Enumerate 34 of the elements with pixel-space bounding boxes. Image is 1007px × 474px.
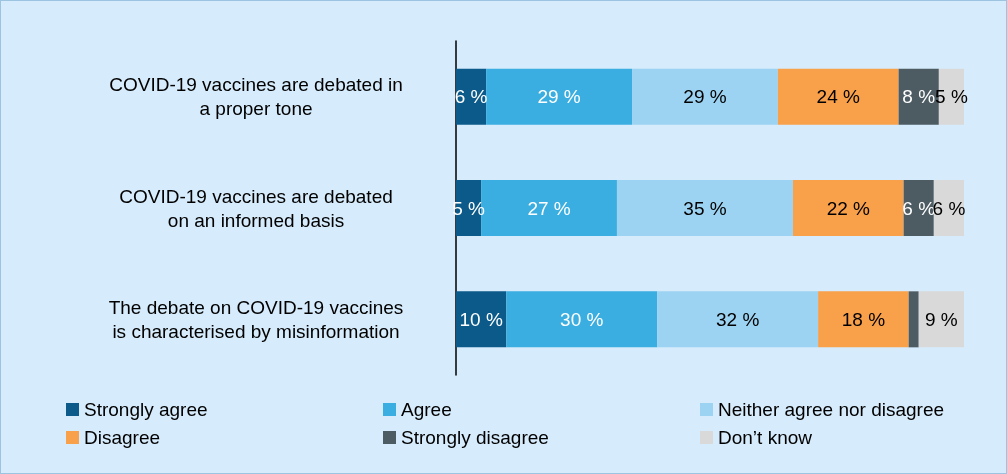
data-label: 24 %: [816, 86, 861, 108]
y-tick-label: COVID-19 vaccines are debated in a proper tone: [109, 74, 403, 120]
data-label: 29 %: [537, 86, 581, 108]
data-label: 30 %: [560, 308, 604, 330]
data-label: 6 %: [932, 197, 966, 219]
data-label: 18 %: [841, 308, 886, 330]
legend-label: Strongly disagree: [401, 427, 549, 448]
legend-label: Disagree: [84, 427, 161, 448]
y-tick-label: The debate on COVID-19 vaccines is characterised by misinformation: [108, 296, 404, 342]
data-label: 27 %: [527, 197, 571, 219]
bar: [818, 291, 909, 348]
bar: [657, 291, 819, 348]
data-label: 32 %: [716, 308, 760, 330]
data-label: 22 %: [826, 197, 871, 219]
data-label: 6 %: [454, 86, 488, 108]
bar: [918, 291, 964, 348]
data-label: 9 %: [924, 308, 958, 330]
bar: [792, 180, 904, 236]
data-label: 8 %: [902, 86, 936, 108]
bar: [616, 180, 793, 236]
data-label: 35 %: [683, 197, 727, 219]
bar: [777, 68, 899, 125]
bar: [632, 68, 778, 125]
legend-label: Neither agree nor disagree: [718, 399, 945, 420]
legend-label: Agree: [401, 399, 452, 420]
y-tick-label: COVID-19 vaccines are debated on an informed basis: [119, 185, 393, 231]
legend-label: Strongly agree: [84, 399, 208, 420]
bar: [506, 291, 658, 348]
bar: [486, 68, 633, 125]
bar: [456, 291, 507, 348]
data-label: 29 %: [683, 86, 727, 108]
data-label: 10 %: [459, 308, 503, 330]
legend-label: Don’t know: [718, 427, 813, 448]
bar: [908, 291, 919, 348]
